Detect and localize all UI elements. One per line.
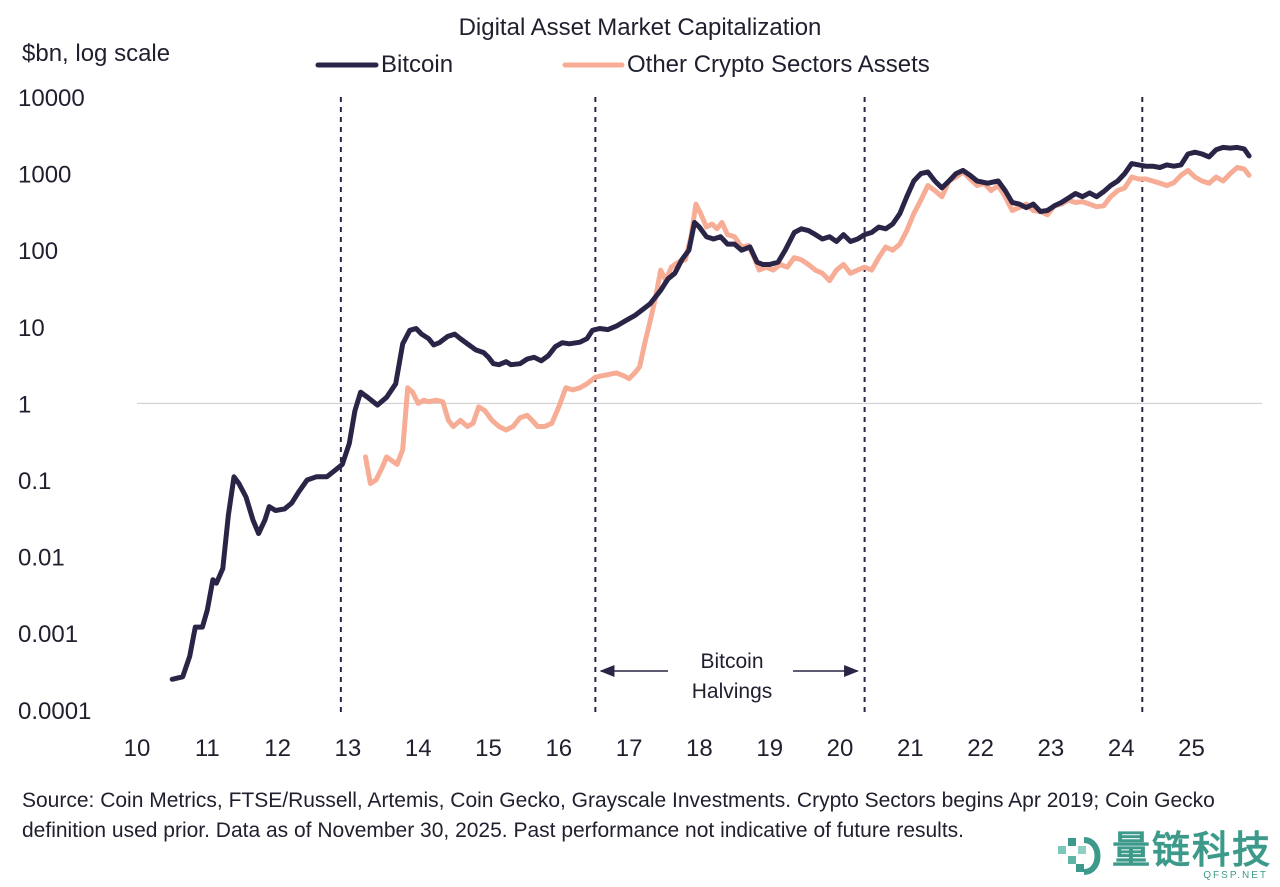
watermark-text: 量链科技 [1111,828,1272,872]
x-tick-label: 12 [264,735,291,762]
watermark-logo-icon [1054,832,1106,880]
x-tick-label: 20 [827,735,854,762]
source-note: Source: Coin Metrics, FTSE/Russell, Arte… [22,789,1215,842]
x-tick-label: 24 [1108,735,1135,762]
y-tick-label: 10 [18,315,45,342]
x-tick-label: 10 [124,735,151,762]
chart-title: Digital Asset Market Capitalization [459,14,822,41]
watermark: 量链科技 QFSP.NET [1054,830,1272,881]
x-tick-label: 11 [195,735,220,762]
x-tick-label: 25 [1178,735,1205,762]
x-tick-label: 14 [405,735,432,762]
x-tick-label: 17 [616,735,643,762]
x-tick-label: 18 [686,735,713,762]
watermark-subtext: QFSP.NET [1203,870,1268,881]
y-tick-label: 1 [18,391,31,418]
series-line-other-crypto [363,165,1252,486]
y-axis-label: $bn, log scale [22,40,170,67]
x-tick-label: 15 [475,735,502,762]
y-tick-label: 0.0001 [18,698,91,725]
annotation-text-line2: Halvings [692,680,773,703]
y-axis: 10000 1000 100 10 1 0.1 0.01 0.001 0.0001 [18,85,91,725]
legend: Bitcoin Other Crypto Sectors Assets [315,51,930,78]
legend-label-other-crypto: Other Crypto Sectors Assets [627,51,930,78]
series-line-bitcoin [169,144,1252,682]
halving-lines [339,97,1144,713]
y-tick-label: 100 [18,238,58,265]
x-tick-label: 22 [967,735,994,762]
x-tick-label: 23 [1038,735,1065,762]
y-tick-label: 10000 [18,85,85,112]
annotation-text-line1: Bitcoin [700,650,763,673]
x-tick-label: 13 [335,735,362,762]
y-tick-label: 0.001 [18,621,78,648]
legend-label-bitcoin: Bitcoin [381,51,453,78]
x-tick-label: 16 [545,735,572,762]
x-tick-label: 21 [897,735,924,762]
y-tick-label: 0.01 [18,545,65,572]
x-tick-label: 19 [756,735,783,762]
x-axis: 10 11 12 13 14 15 16 17 18 19 20 21 22 23 24 25 [124,735,1205,762]
y-tick-label: 1000 [18,162,71,189]
series-lines [169,144,1252,682]
y-tick-label: 0.1 [18,468,51,495]
halving-annotation: Bitcoin Halvings [599,650,860,703]
